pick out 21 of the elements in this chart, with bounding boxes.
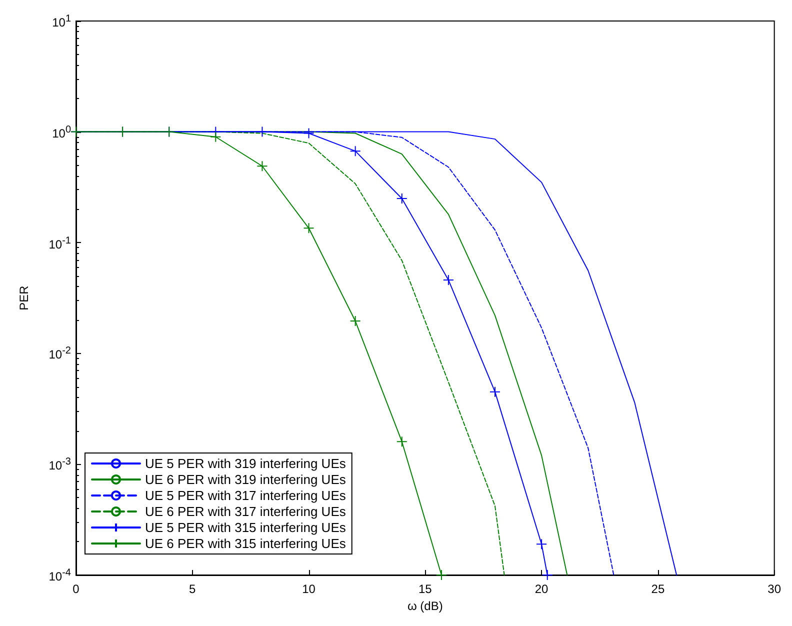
- legend-label: UE 5 PER with 319 interfering UEs: [145, 456, 346, 471]
- legend-label: UE 6 PER with 319 interfering UEs: [145, 472, 346, 487]
- x-tick-label: 10: [302, 582, 316, 596]
- legend-label: UE 6 PER with 317 interfering UEs: [145, 504, 346, 519]
- y-tick-label: 10$^{-3}$: [48, 456, 71, 473]
- legend-label: UE 5 PER with 317 interfering UEs: [145, 488, 346, 503]
- x-tick-label: 5: [189, 582, 196, 596]
- x-tick-label: 25: [651, 582, 665, 596]
- x-tick-label: 20: [534, 582, 549, 596]
- legend-label: UE 5 PER with 315 interfering UEs: [145, 520, 346, 535]
- y-tick-label: 10$^{-4}$: [48, 566, 71, 584]
- y-tick-label: 10$^{-1}$: [48, 234, 71, 252]
- y-tick-label: 10$^{-2}$: [48, 344, 71, 362]
- legend-label: UE 6 PER with 315 interfering UEs: [145, 536, 346, 551]
- x-tick-label: 15: [418, 582, 432, 596]
- x-tick-label: 30: [768, 582, 782, 596]
- y-axis-title: PER: [17, 285, 31, 310]
- x-tick-label: 0: [72, 582, 80, 596]
- y-tick-label: 10$^{1}$: [52, 12, 71, 30]
- y-tick-label: 10$^{0}$: [52, 123, 71, 140]
- x-axis-title: ω (dB): [407, 598, 443, 613]
